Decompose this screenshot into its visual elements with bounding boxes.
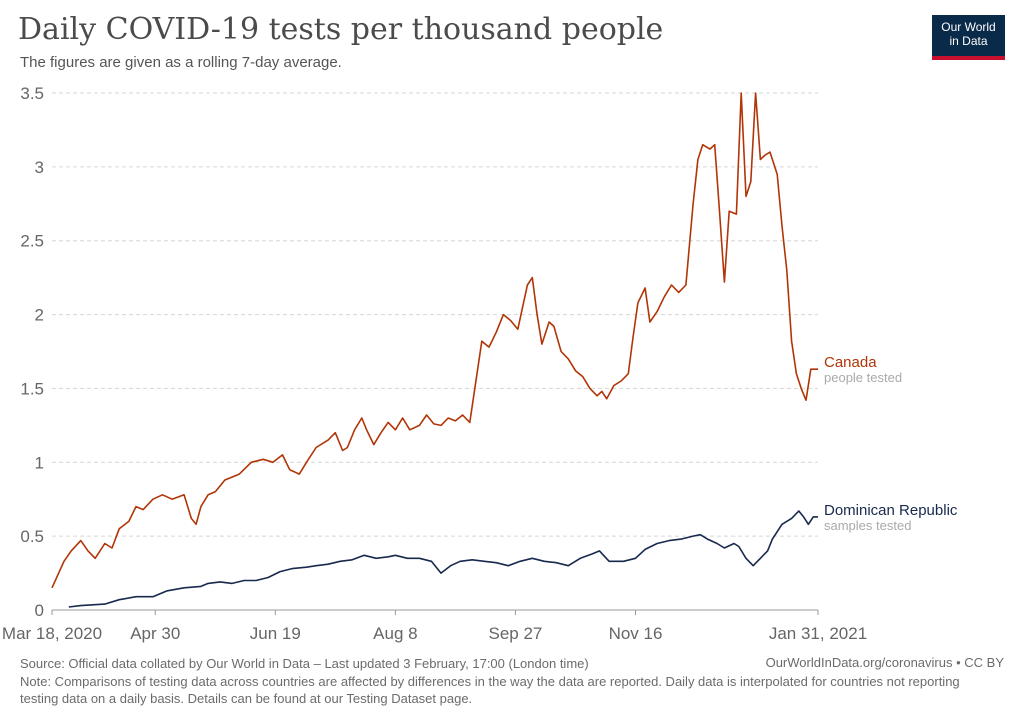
logo-line-2: in Data bbox=[949, 34, 988, 48]
y-tick-label: 1 bbox=[35, 453, 44, 472]
y-tick-label: 3 bbox=[35, 158, 44, 177]
series-label: Dominican Republic bbox=[824, 502, 958, 519]
chart-title: Daily COVID-19 tests per thousand people bbox=[18, 12, 664, 47]
series-line-dominican-republic[interactable] bbox=[68, 510, 818, 608]
series-lines bbox=[51, 92, 818, 608]
x-tick-label: Nov 16 bbox=[609, 624, 663, 643]
source-url[interactable]: OurWorldInData.org/coronavirus • CC BY bbox=[765, 655, 1004, 670]
y-tick-label: 2 bbox=[35, 306, 44, 325]
y-axis-ticks: 0 0.5 1 1.5 2 2.5 3 3.5 bbox=[20, 84, 44, 620]
y-tick-label: 2.5 bbox=[20, 232, 44, 251]
series-sublabel: samples tested bbox=[824, 518, 911, 533]
x-tick-label: Sep 27 bbox=[488, 624, 542, 643]
owid-logo[interactable]: Our World in Data bbox=[932, 15, 1005, 60]
x-tick-label: Jan 31, 2021 bbox=[769, 624, 867, 643]
y-tick-label: 0.5 bbox=[20, 527, 44, 546]
series-sublabel: people tested bbox=[824, 370, 902, 385]
y-tick-label: 0 bbox=[35, 601, 44, 620]
chart-subtitle: The figures are given as a rolling 7-day… bbox=[20, 54, 342, 71]
x-axis-ticks: Mar 18, 2020 Apr 30 Jun 19 Aug 8 Sep 27 Nov 1… bbox=[2, 610, 867, 643]
series-label: Canada bbox=[824, 354, 877, 371]
x-tick-label: Apr 30 bbox=[130, 624, 180, 643]
x-tick-label: Aug 8 bbox=[373, 624, 417, 643]
series-line-canada[interactable] bbox=[51, 92, 818, 589]
grid-lines bbox=[52, 92, 818, 611]
y-tick-label: 1.5 bbox=[20, 379, 44, 398]
source-text: Source: Official data collated by Our Wo… bbox=[20, 656, 589, 671]
y-tick-label: 3.5 bbox=[20, 84, 44, 103]
note-text: Note: Comparisons of testing data across… bbox=[20, 674, 960, 706]
logo-line-1: Our World bbox=[941, 20, 996, 34]
x-tick-label: Mar 18, 2020 bbox=[2, 624, 102, 643]
x-tick-label: Jun 19 bbox=[250, 624, 301, 643]
